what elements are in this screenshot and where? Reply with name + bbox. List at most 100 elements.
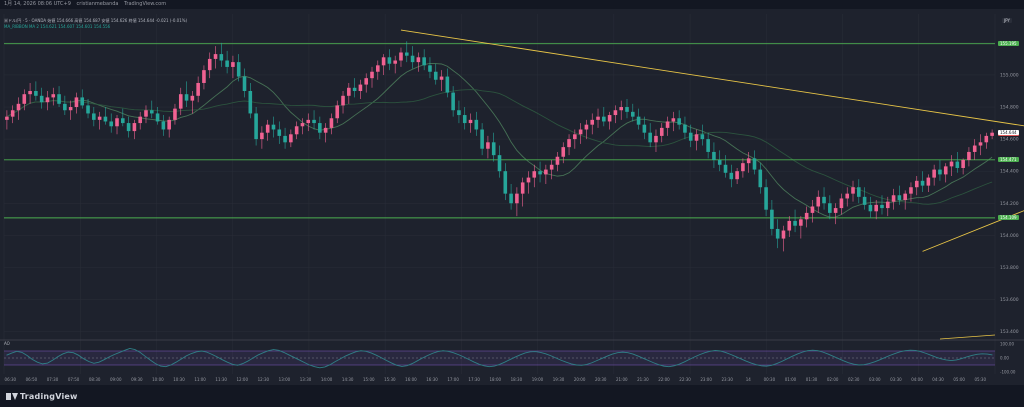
candle-body [260,132,264,140]
candle-body [555,156,560,165]
candle-body [219,54,224,61]
time-axis-label: 06:50 [26,377,38,382]
top-info-bar: 1月 14, 2026 08:06 UTC+9 cristianmebanda … [0,0,1024,9]
candle-body [729,172,734,180]
candle-body [45,97,50,103]
candle-body [961,159,965,168]
candle-body [57,94,61,104]
time-axis-label: 10:30 [173,377,185,382]
candle-body [381,57,386,66]
time-axis-label: 18:30 [511,377,523,382]
ao-axis-label: -100.00 [1000,370,1016,375]
indicator-line-text: MA_RIBBON MA 2 154.621 154.607 154.601 1… [4,24,111,29]
candle-body [474,119,479,130]
candle-body [700,134,705,140]
candle-body [138,116,142,124]
candle-body [665,121,670,128]
candle-body [613,110,618,116]
candle-body [254,113,258,140]
time-axis-label: 02:30 [848,377,860,382]
candle-body [28,90,32,95]
candle-body [445,76,450,93]
candle-body [845,193,850,199]
candle-body [34,90,38,96]
candle-body [671,118,676,122]
indicator-legend: MA_RIBBON MA 2 154.621 154.607 154.601 1… [4,24,110,30]
candlestick-chart[interactable]: 155.200155.000154.800154.600154.400154.2… [0,0,1024,385]
candle-body [706,139,710,152]
candle-body [491,142,496,156]
candle-body [764,187,768,210]
candle-body [746,158,751,164]
candle-body [799,219,803,226]
candle-body [683,124,687,133]
candle-body [752,158,757,170]
time-axis-label: 20:00 [574,377,586,382]
trendline [922,210,1024,252]
candle-body [5,116,9,120]
time-axis-label: 21:30 [637,377,649,382]
candle-body [167,119,171,130]
ma-fast-line [6,63,993,218]
price-badge: 155.195 [998,41,1019,47]
candle-body [51,94,56,98]
candle-body [526,177,531,183]
candle-body [213,54,218,59]
candle-body [289,134,293,143]
price-axis-label: 154.200 [1000,201,1019,207]
candle-body [822,196,826,204]
candle-body [758,169,763,188]
candle-body [816,196,821,207]
candle-body [561,147,566,157]
candle-body [451,92,455,111]
candle-body [335,105,340,119]
candle-body [538,171,542,175]
time-axis-label: 23:30 [721,377,733,382]
candle-body [781,230,786,239]
time-axis-label: 19:30 [553,377,565,382]
candle-body [810,206,815,213]
candle-body [544,169,548,175]
candle-body [920,180,925,186]
price-axis-label: 153.800 [1000,265,1019,271]
candle-body [161,121,166,130]
candle-body [793,220,797,226]
candle-body [22,94,27,104]
candle-body [242,76,247,91]
tradingview-logo-text: TradingView [20,391,78,401]
time-axis-label: 16:00 [405,377,417,382]
time-axis-label: 12:30 [258,377,270,382]
candle-body [277,129,282,136]
candle-body [804,212,809,220]
candle-body [329,118,334,128]
time-axis-label: 09:30 [131,377,143,382]
time-axis-label: 19:00 [532,377,544,382]
candle-body [248,90,253,114]
time-axis-label: 18:00 [490,377,502,382]
time-axis-label: 00:30 [764,377,776,382]
time-axis-label: 11:00 [194,377,206,382]
candle-body [880,204,884,209]
candle-body [636,116,641,125]
time-axis-label: 22:00 [658,377,670,382]
candle-body [399,52,403,61]
time-axis-label: 13:00 [279,377,291,382]
candle-body [410,55,415,63]
time-axis-label: 08:30 [89,377,101,382]
time-axis-label: 06:30 [5,377,17,382]
candle-body [688,132,693,141]
ao-axis-label: 100.00 [1000,342,1014,347]
candle-body [103,116,108,122]
candle-body [39,95,44,103]
candle-body [926,177,931,186]
currency-button[interactable]: JPY [1002,18,1012,23]
candle-body [132,123,137,132]
candle-body [462,115,467,124]
candle-body [741,163,745,172]
candle-body [891,195,896,202]
candle-body [596,116,600,120]
symbol-legend: 米ドル/円 · 5 · OANDA 始値 154.666 高値 154.687 … [4,18,187,24]
currency-button-label: JPY [1004,18,1010,23]
price-badge: 154.471 [998,157,1019,163]
tradingview-logo[interactable]: TradingView [6,392,78,401]
